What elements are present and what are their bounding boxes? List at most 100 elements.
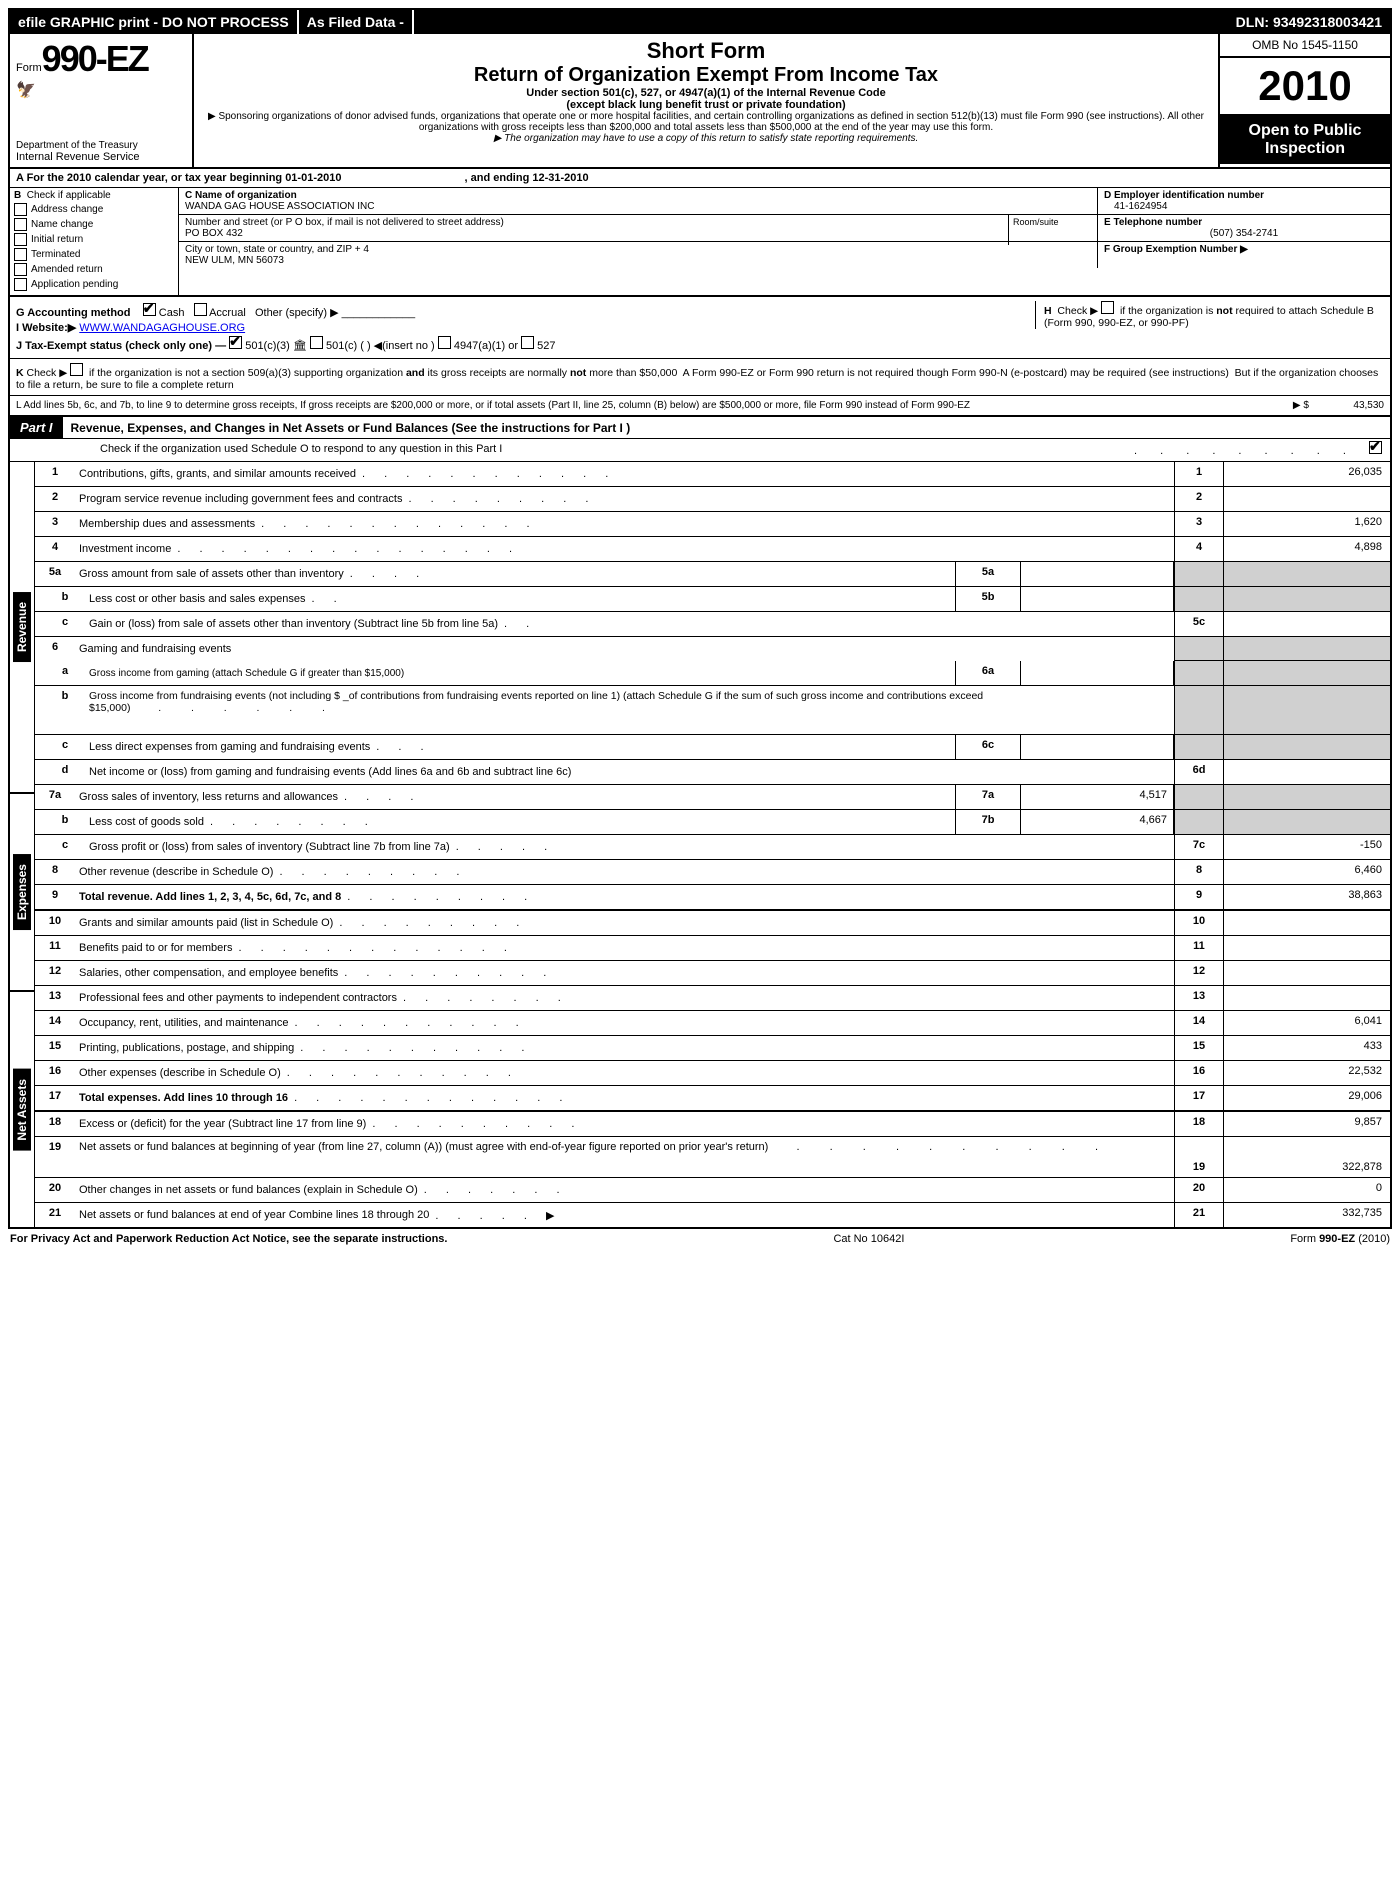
sec-l-text: L Add lines 5b, 6c, and 7b, to line 9 to… xyxy=(16,400,1293,411)
chk-amended[interactable]: Amended return xyxy=(14,263,174,276)
val-5b xyxy=(1021,587,1174,611)
website-link[interactable]: WWW.WANDAGAGHOUSE.ORG xyxy=(79,322,245,334)
checkbox-501c-icon[interactable] xyxy=(310,336,323,349)
val-5c xyxy=(1223,612,1390,636)
checkbox-527-icon[interactable] xyxy=(521,336,534,349)
top-bar: efile GRAPHIC print - DO NOT PROCESS As … xyxy=(10,10,1390,34)
checkbox-501c3-icon[interactable] xyxy=(229,336,242,349)
tel-value: (507) 354-2741 xyxy=(1104,228,1384,239)
line-10: 10 Grants and similar amounts paid (list… xyxy=(35,911,1390,936)
org-name: WANDA GAG HOUSE ASSOCIATION INC xyxy=(185,201,1091,212)
col-b: B Check if applicable Address change Nam… xyxy=(10,188,179,295)
line-6c: c Less direct expenses from gaming and f… xyxy=(35,735,1390,760)
vtab-expenses: Expenses xyxy=(13,854,31,930)
line-3: 3 Membership dues and assessments. . . .… xyxy=(35,512,1390,537)
row-a-ending: , and ending 12-31-2010 xyxy=(465,172,589,184)
footer-right: Form 990-EZ (2010) xyxy=(1290,1233,1390,1245)
checkbox-cash-icon[interactable] xyxy=(143,303,156,316)
checkbox-icon[interactable] xyxy=(70,363,83,376)
open-inspection: Open to Public Inspection xyxy=(1220,116,1390,164)
line-7c: c Gross profit or (loss) from sales of i… xyxy=(35,835,1390,860)
line-6a: a Gross income from gaming (attach Sched… xyxy=(35,661,1390,686)
line-20: 20 Other changes in net assets or fund b… xyxy=(35,1178,1390,1203)
efile-label: efile GRAPHIC print - DO NOT PROCESS xyxy=(10,10,299,34)
e-telephone: E Telephone number (507) 354-2741 xyxy=(1098,215,1390,241)
irs-eagle-icon: 🦅 xyxy=(16,80,36,100)
form-prefix: Form xyxy=(16,62,42,74)
val-7c: -150 xyxy=(1223,835,1390,859)
val-9: 38,863 xyxy=(1223,885,1390,909)
part1-title: Revenue, Expenses, and Changes in Net As… xyxy=(63,418,639,438)
checkbox-accrual-icon[interactable] xyxy=(194,303,207,316)
checkbox-4947-icon[interactable] xyxy=(438,336,451,349)
line-2: 2 Program service revenue including gove… xyxy=(35,487,1390,512)
checkbox-schedule-o-icon[interactable] xyxy=(1369,441,1382,454)
line-18: 18 Excess or (deficit) for the year (Sub… xyxy=(35,1112,1390,1137)
checkbox-icon xyxy=(14,203,27,216)
footer-left: For Privacy Act and Paperwork Reduction … xyxy=(10,1233,447,1245)
room-suite: Room/suite xyxy=(1008,215,1097,245)
c-name: C Name of organization WANDA GAG HOUSE A… xyxy=(179,188,1098,214)
part1-tab: Part I xyxy=(10,417,63,438)
form-container: efile GRAPHIC print - DO NOT PROCESS As … xyxy=(8,8,1392,1229)
val-15: 433 xyxy=(1223,1036,1390,1060)
line-4: 4 Investment income. . . . . . . . . . .… xyxy=(35,537,1390,562)
val-16: 22,532 xyxy=(1223,1061,1390,1085)
section-b-to-f: B Check if applicable Address change Nam… xyxy=(10,188,1390,297)
val-20: 0 xyxy=(1223,1178,1390,1202)
val-11 xyxy=(1223,936,1390,960)
city-value: NEW ULM, MN 56073 xyxy=(185,255,1091,266)
header-center: Short Form Return of Organization Exempt… xyxy=(194,34,1218,167)
chk-terminated[interactable]: Terminated xyxy=(14,248,174,261)
fineprint-1: ▶ Sponsoring organizations of donor advi… xyxy=(202,111,1210,133)
header-right: OMB No 1545-1150 2010 Open to Public Ins… xyxy=(1218,34,1390,167)
subtitle-2: (except black lung benefit trust or priv… xyxy=(202,99,1210,111)
val-6c xyxy=(1021,735,1174,759)
footer: For Privacy Act and Paperwork Reduction … xyxy=(8,1229,1392,1249)
col-c-d-e-f: C Name of organization WANDA GAG HOUSE A… xyxy=(179,188,1390,295)
val-18: 9,857 xyxy=(1223,1112,1390,1136)
col-b-hdr2: Check if applicable xyxy=(27,190,111,201)
line-11: 11 Benefits paid to or for members. . . … xyxy=(35,936,1390,961)
section-k: K Check ▶ if the organization is not a s… xyxy=(10,359,1390,396)
dln-label: DLN: 93492318003421 xyxy=(1228,10,1390,34)
checkbox-icon xyxy=(14,263,27,276)
val-12 xyxy=(1223,961,1390,985)
val-7a: 4,517 xyxy=(1021,785,1174,809)
val-3: 1,620 xyxy=(1223,512,1390,536)
footer-mid: Cat No 10642I xyxy=(833,1233,904,1245)
section-h: H Check ▶ if the organization is not req… xyxy=(1035,301,1384,329)
val-8: 6,460 xyxy=(1223,860,1390,884)
chk-name-change[interactable]: Name change xyxy=(14,218,174,231)
line-6b: b Gross income from fundraising events (… xyxy=(35,686,1390,735)
checkbox-icon[interactable] xyxy=(1101,301,1114,314)
line-5b: b Less cost or other basis and sales exp… xyxy=(35,587,1390,612)
line-j: J Tax-Exempt status (check only one) — 5… xyxy=(16,336,1384,352)
fineprint-2: ▶ The organization may have to use a cop… xyxy=(202,133,1210,144)
line-15: 15 Printing, publications, postage, and … xyxy=(35,1036,1390,1061)
val-2 xyxy=(1223,487,1390,511)
asfiled-label: As Filed Data - xyxy=(299,10,414,34)
section-l: L Add lines 5b, 6c, and 7b, to line 9 to… xyxy=(10,396,1390,417)
row-a: A For the 2010 calendar year, or tax yea… xyxy=(10,169,1390,188)
checkbox-icon xyxy=(14,278,27,291)
chk-initial-return[interactable]: Initial return xyxy=(14,233,174,246)
subtitle-1: Under section 501(c), 527, or 4947(a)(1)… xyxy=(202,87,1210,99)
org-icon: 🏛 xyxy=(293,340,307,352)
val-19: 322,878 xyxy=(1223,1137,1390,1177)
col-b-hdr: B xyxy=(14,190,21,201)
lines-column: 1 Contributions, gifts, grants, and simi… xyxy=(35,462,1390,1227)
line-21: 21 Net assets or fund balances at end of… xyxy=(35,1203,1390,1227)
line-19: 19 Net assets or fund balances at beginn… xyxy=(35,1137,1390,1178)
d-ein: D Employer identification number 41-1624… xyxy=(1098,188,1390,214)
line-1: 1 Contributions, gifts, grants, and simi… xyxy=(35,462,1390,487)
title-return: Return of Organization Exempt From Incom… xyxy=(202,64,1210,87)
val-17: 29,006 xyxy=(1223,1086,1390,1110)
line-17: 17 Total expenses. Add lines 10 through … xyxy=(35,1086,1390,1112)
checkbox-icon xyxy=(14,233,27,246)
chk-application-pending[interactable]: Application pending xyxy=(14,278,174,291)
vtab-column: Revenue Expenses Net Assets xyxy=(10,462,35,1227)
chk-address-change[interactable]: Address change xyxy=(14,203,174,216)
line-7a: 7a Gross sales of inventory, less return… xyxy=(35,785,1390,810)
line-6d: d Net income or (loss) from gaming and f… xyxy=(35,760,1390,785)
